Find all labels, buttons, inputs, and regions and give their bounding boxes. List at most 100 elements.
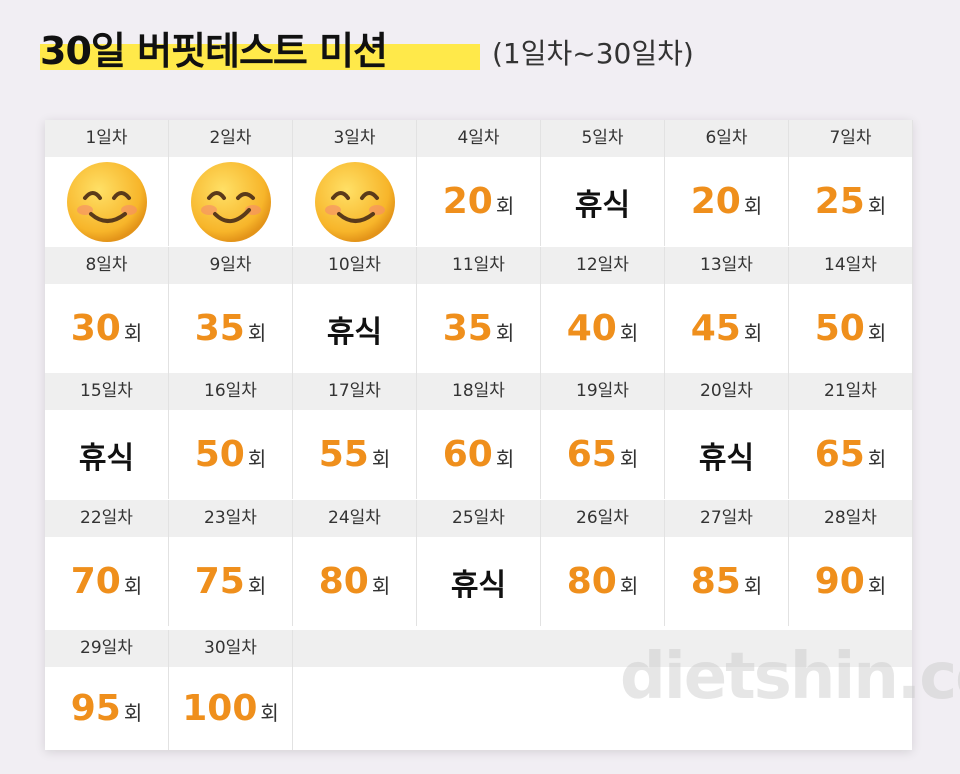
day-cell: 12일차 40 회	[541, 247, 665, 373]
rep-count: 35	[442, 308, 493, 349]
rep-count: 80	[318, 561, 369, 602]
day-content	[169, 157, 292, 246]
day-label: 19일차	[576, 381, 629, 401]
day-label: 20일차	[700, 381, 753, 401]
day-cell: 1일차	[45, 120, 169, 246]
day-cell: 15일차 휴식	[45, 373, 169, 499]
day-cell: 16일차 50 회	[169, 373, 293, 499]
day-label: 25일차	[452, 508, 505, 528]
day-label: 21일차	[824, 381, 877, 401]
row-header-band	[45, 120, 912, 157]
day-cell: 2일차	[169, 120, 293, 246]
rest-label: 휴식	[450, 567, 507, 603]
rep-unit: 회	[247, 574, 267, 598]
smiley-icon	[314, 161, 395, 242]
day-cell: 18일차 60 회	[417, 373, 541, 499]
day-label: 24일차	[328, 508, 381, 528]
rep-unit: 회	[371, 574, 391, 598]
title: 30일 버핏테스트 미션	[40, 29, 388, 73]
rep-count: 80	[566, 561, 617, 602]
day-label: 13일차	[700, 255, 753, 275]
day-content: 20 회	[665, 157, 788, 246]
rep-unit: 회	[123, 574, 143, 598]
day-label: 22일차	[80, 508, 133, 528]
day-label: 14일차	[824, 255, 877, 275]
day-cell: 11일차 35 회	[417, 247, 541, 373]
rep-count: 90	[814, 561, 865, 602]
rep-count: 20	[690, 181, 741, 222]
rep-count: 65	[814, 434, 865, 475]
day-label: 5일차	[581, 128, 624, 148]
rep-unit: 회	[619, 447, 639, 471]
title-highlight	[40, 44, 480, 70]
day-content: 50 회	[169, 410, 292, 499]
rest-label: 휴식	[574, 187, 631, 223]
day-cell: 3일차	[293, 120, 417, 246]
day-content: 55 회	[293, 410, 416, 499]
day-label: 6일차	[705, 128, 748, 148]
row-header-band	[45, 247, 912, 284]
day-label: 17일차	[328, 381, 381, 401]
rep-count: 35	[194, 308, 245, 349]
row-header-band	[45, 373, 912, 410]
day-content: 65 회	[541, 410, 664, 499]
day-cell: 21일차 65 회	[789, 373, 913, 499]
rep-count: 65	[566, 434, 617, 475]
day-cell: 22일차 70 회	[45, 500, 169, 626]
day-content: 65 회	[789, 410, 912, 499]
day-content	[293, 157, 416, 246]
day-label: 12일차	[576, 255, 629, 275]
day-content: 30 회	[45, 284, 168, 373]
day-label: 11일차	[452, 255, 505, 275]
day-label: 16일차	[204, 381, 257, 401]
day-label: 29일차	[80, 638, 133, 658]
rep-count: 50	[814, 308, 865, 349]
smiley-icon	[66, 161, 147, 242]
rep-unit: 회	[867, 447, 887, 471]
rep-count: 40	[566, 308, 617, 349]
rep-count: 45	[690, 308, 741, 349]
day-cell: 8일차 30 회	[45, 247, 169, 373]
rep-count: 60	[442, 434, 493, 475]
day-content: 75 회	[169, 537, 292, 626]
day-cell: 13일차 45 회	[665, 247, 789, 373]
day-content: 휴식	[293, 284, 416, 373]
day-cell: 23일차 75 회	[169, 500, 293, 626]
subtitle: (1일차~30일차)	[492, 37, 694, 70]
rep-unit: 회	[743, 194, 763, 218]
day-content: 휴식	[417, 537, 540, 626]
rep-unit: 회	[123, 701, 143, 725]
day-content: 60 회	[417, 410, 540, 499]
rep-unit: 회	[619, 574, 639, 598]
rep-unit: 회	[123, 321, 143, 345]
day-cell: 26일차 80 회	[541, 500, 665, 626]
day-label: 3일차	[333, 128, 376, 148]
day-cell: 20일차 휴식	[665, 373, 789, 499]
rep-unit: 회	[495, 447, 515, 471]
day-content: 80 회	[541, 537, 664, 626]
table: 1일차 2일차 3일차 4일차 20 회 5일차 휴식 6일차 20 회 7일차 25 회 8일차 30…	[45, 120, 913, 750]
day-label: 27일차	[700, 508, 753, 528]
rep-unit: 회	[743, 574, 763, 598]
day-label: 8일차	[85, 255, 128, 275]
day-content: 35 회	[169, 284, 292, 373]
day-label: 23일차	[204, 508, 257, 528]
day-content: 20 회	[417, 157, 540, 246]
rep-unit: 회	[371, 447, 391, 471]
day-content: 45 회	[665, 284, 788, 373]
day-label: 30일차	[204, 638, 257, 658]
rest-label: 휴식	[78, 440, 135, 476]
rep-unit: 회	[247, 447, 267, 471]
row-header-band	[45, 630, 912, 667]
day-content: 70 회	[45, 537, 168, 626]
day-label: 18일차	[452, 381, 505, 401]
rep-unit: 회	[867, 574, 887, 598]
rep-count: 25	[814, 181, 865, 222]
day-cell: 30일차 100 회	[169, 630, 293, 750]
day-label: 7일차	[829, 128, 872, 148]
day-cell: 19일차 65 회	[541, 373, 665, 499]
day-label: 26일차	[576, 508, 629, 528]
day-cell: 29일차 95 회	[45, 630, 169, 750]
